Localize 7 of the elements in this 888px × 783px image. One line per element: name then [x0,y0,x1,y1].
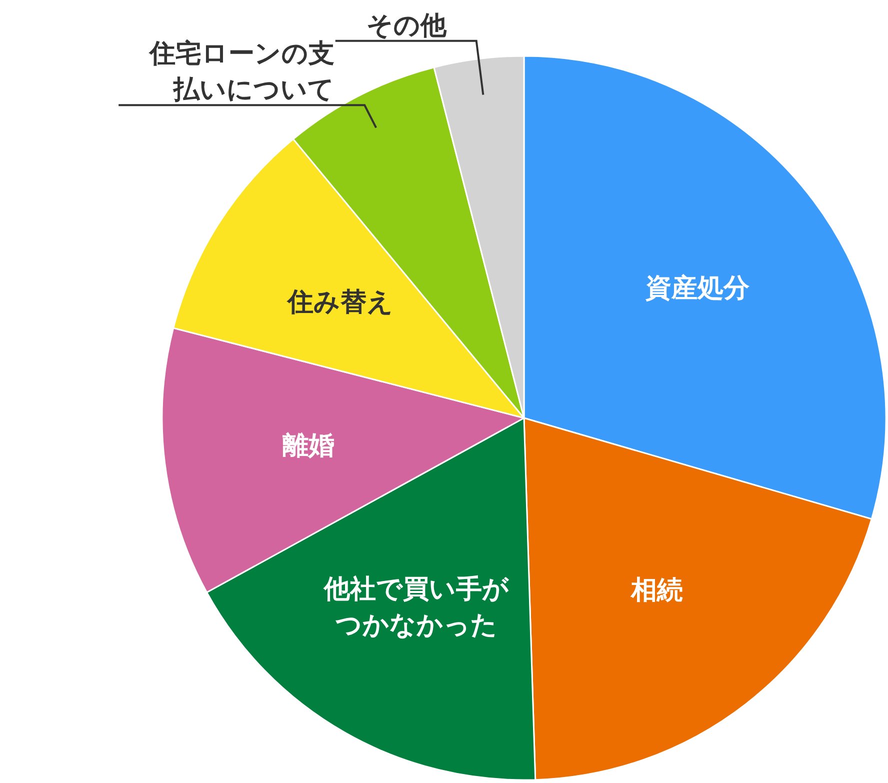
slice-label: 住み替え [286,288,394,318]
slice-label: 相続 [630,576,684,606]
slice-label: その他 [366,10,448,41]
slice-label: 他社で買い手がつかなかった [322,574,510,641]
slice-label: 離婚 [282,431,335,462]
slice-label: 住宅ローンの支払いについて [148,39,335,106]
slice-label: 資産処分 [644,274,751,304]
